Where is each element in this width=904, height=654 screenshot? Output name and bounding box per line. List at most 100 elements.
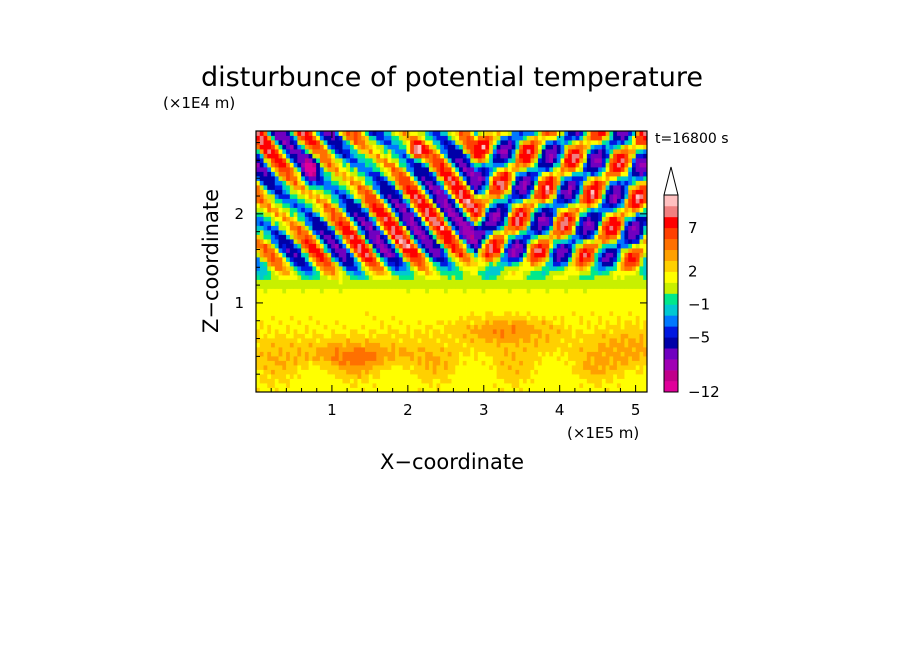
heatmap-cell <box>271 266 276 271</box>
heatmap-cell <box>631 338 637 343</box>
heatmap-cell <box>601 297 607 303</box>
heatmap-cell <box>620 365 625 370</box>
heatmap-cell <box>643 311 648 316</box>
heatmap-cell <box>601 329 607 334</box>
heatmap-cell <box>425 360 430 366</box>
heatmap-cell <box>286 365 291 370</box>
heatmap-cell <box>297 225 302 231</box>
heatmap-cell <box>500 252 505 258</box>
heatmap-cell <box>293 284 298 289</box>
heatmap-cell <box>598 302 603 307</box>
heatmap-cell <box>436 383 441 388</box>
heatmap-cell <box>440 365 445 370</box>
heatmap-cell <box>598 338 603 343</box>
heatmap-cell <box>406 230 411 235</box>
heatmap-cell <box>485 284 490 289</box>
heatmap-cell <box>342 338 347 343</box>
heatmap-cell <box>583 329 588 334</box>
heatmap-cell <box>601 270 607 276</box>
heatmap-cell <box>312 302 317 307</box>
heatmap-cell <box>395 284 400 289</box>
heatmap-cell <box>571 333 576 339</box>
heatmap-cell <box>425 225 430 231</box>
heatmap-cell <box>489 383 494 388</box>
heatmap-cell <box>474 306 479 312</box>
heatmap-cell <box>545 203 550 208</box>
heatmap-cell <box>353 360 358 366</box>
heatmap-cell <box>598 365 603 370</box>
heatmap-cell <box>410 207 415 213</box>
heatmap-cell <box>425 261 430 267</box>
heatmap-cell <box>534 225 539 231</box>
heatmap-cell <box>308 194 313 199</box>
heatmap-cell <box>511 351 516 357</box>
heatmap-cell <box>353 320 358 325</box>
heatmap-cell <box>598 297 603 303</box>
heatmap-cell <box>282 180 287 186</box>
heatmap-cell <box>526 198 531 204</box>
heatmap-cell <box>575 261 580 267</box>
heatmap-cell <box>293 351 298 357</box>
heatmap-cell <box>481 252 486 258</box>
heatmap-cell <box>286 194 291 199</box>
heatmap-cell <box>372 216 377 222</box>
heatmap-cell <box>598 257 603 262</box>
heatmap-cell <box>571 257 576 262</box>
heatmap-cell <box>443 248 449 253</box>
heatmap-cell <box>553 293 558 298</box>
heatmap-cell <box>319 302 325 307</box>
heatmap-cell <box>308 297 313 303</box>
heatmap-cell <box>492 261 498 267</box>
heatmap-cell <box>421 266 426 271</box>
heatmap-cell <box>282 270 287 276</box>
heatmap-cell <box>560 284 565 289</box>
heatmap-cell <box>282 369 287 375</box>
heatmap-cell <box>560 369 565 375</box>
heatmap-cell <box>590 311 595 316</box>
heatmap-cell <box>605 306 610 312</box>
heatmap-cell <box>342 203 347 208</box>
heatmap-cell <box>451 261 456 267</box>
heatmap-cell <box>293 360 298 366</box>
heatmap-cell <box>278 365 283 370</box>
heatmap-cell <box>643 279 648 285</box>
heatmap-cell <box>263 279 268 285</box>
heatmap-cell <box>428 194 434 199</box>
heatmap-cell <box>556 221 561 226</box>
heatmap-cell <box>586 356 592 361</box>
heatmap-cell <box>519 378 524 384</box>
heatmap-cell <box>417 374 422 379</box>
heatmap-cell <box>605 239 610 244</box>
heatmap-cell <box>387 189 392 195</box>
heatmap-cell <box>417 270 422 276</box>
heatmap-cell <box>500 185 505 190</box>
heatmap-cell <box>530 360 535 366</box>
heatmap-cell <box>447 383 452 388</box>
heatmap-cell <box>564 275 569 280</box>
heatmap-cell <box>564 194 569 199</box>
heatmap-cell <box>628 288 633 294</box>
heatmap-cell <box>402 293 407 298</box>
heatmap-cell <box>564 320 569 325</box>
heatmap-cell <box>635 234 640 240</box>
heatmap-cell <box>282 212 287 217</box>
heatmap-cell <box>289 360 294 366</box>
heatmap-cell <box>545 207 550 213</box>
heatmap-cell <box>398 243 404 249</box>
heatmap-cell <box>432 185 437 190</box>
heatmap-cell <box>361 234 366 240</box>
heatmap-cell <box>256 369 261 375</box>
heatmap-cell <box>470 203 475 208</box>
heatmap-cell <box>376 189 381 195</box>
heatmap-cell <box>492 387 498 393</box>
heatmap-cell <box>586 189 592 195</box>
heatmap-cell <box>485 351 490 357</box>
heatmap-cell <box>549 257 554 262</box>
heatmap-cell <box>349 225 355 231</box>
heatmap-cell <box>481 356 486 361</box>
heatmap-cell <box>459 356 464 361</box>
heatmap-cell <box>278 176 283 181</box>
heatmap-cell <box>477 189 482 195</box>
heatmap-cell <box>425 252 430 258</box>
heatmap-cell <box>511 302 516 307</box>
